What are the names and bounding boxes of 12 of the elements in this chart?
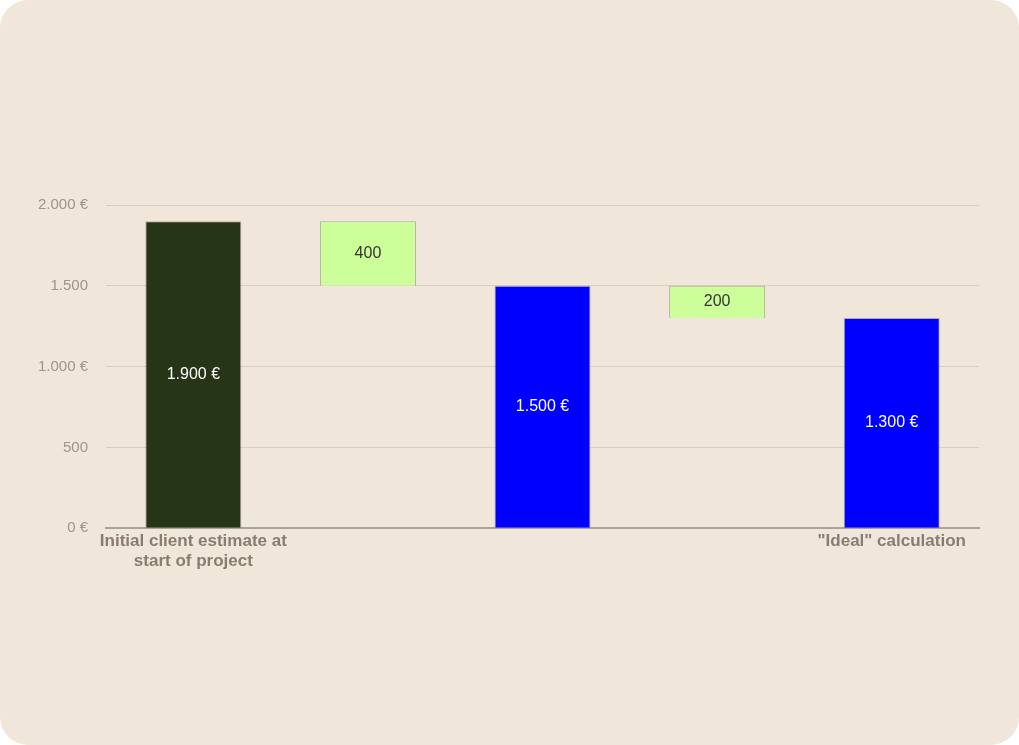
data-label: 1.500 € [515, 397, 570, 415]
y-tick-label: 1.000 € [38, 356, 89, 374]
data-label: 200 [703, 292, 731, 310]
y-tick-label: 1.500 [50, 275, 89, 293]
x-tick-label: "Ideal" calculation [817, 531, 966, 551]
x-tick-label: Initial client estimate at start of project [99, 531, 288, 571]
y-tick-label: 500 [63, 437, 89, 455]
data-label: 400 [354, 243, 382, 261]
y-tick-label: 0 € [67, 518, 89, 536]
data-label: 1.300 € [865, 413, 919, 431]
data-label: 1.900 € [166, 364, 221, 382]
y-tick-label: 2.000 € [38, 195, 89, 213]
